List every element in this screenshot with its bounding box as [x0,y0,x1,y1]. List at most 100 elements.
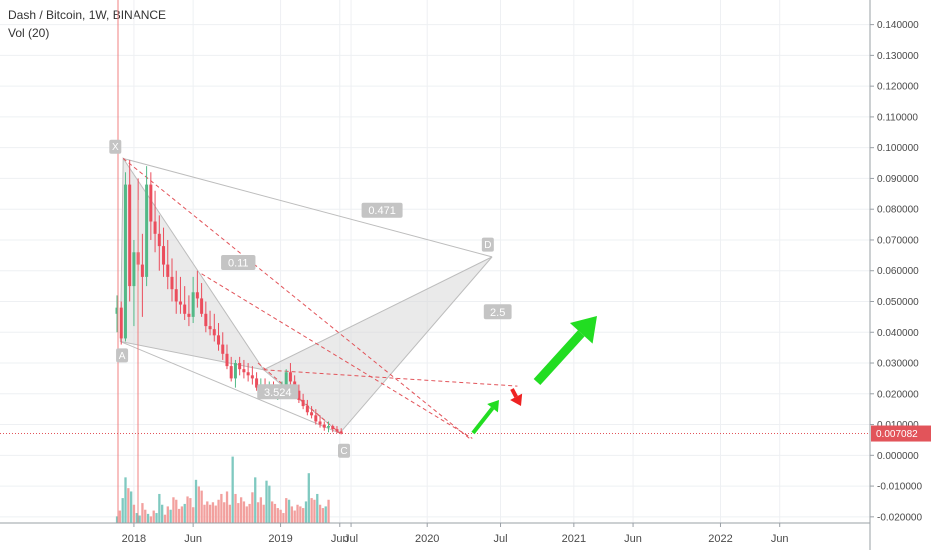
volume-bar [259,497,263,523]
x-tick-label: Jul [344,533,358,545]
arrow-up-small [471,400,499,435]
volume-bar [290,506,294,523]
volume-bar [231,456,234,523]
candle-body [318,421,322,425]
volume-bar [268,485,271,523]
volume-bar [163,514,167,523]
volume-bar [313,499,316,523]
volume-bar [189,498,192,523]
volume-bar [245,506,248,523]
volume-bar [194,479,198,523]
candle-body [212,329,216,336]
candle-body [225,353,229,367]
candle-body [217,335,221,345]
candle-body [145,184,149,277]
arrow-down-small-shaft [510,388,518,398]
ratio-label-bg [257,384,299,400]
volume-bar [138,515,141,523]
arrow-down-small [510,388,523,406]
x-tick-label: Jun [624,533,642,545]
candle-body [157,233,161,247]
y-tick-label: 0.110000 [877,112,918,123]
volume-bar [124,477,127,523]
dashed-trendline [257,362,341,434]
volume-bar [217,499,220,523]
harmonic-pattern [119,156,493,434]
volume-bar [130,491,133,523]
candle-body [288,372,292,382]
candle-body [132,252,136,287]
volume-bar [324,506,327,523]
y-tick-label: 0.090000 [877,174,919,185]
volume-bar [172,497,175,523]
candle-body [123,184,127,339]
ratio-label-bg [361,202,403,218]
last-price-badge [871,425,931,442]
candle-body [327,426,330,428]
x-tick-label: 2020 [415,533,439,545]
candle-body [200,298,204,314]
volume-bar [121,498,124,523]
volume-bar [127,488,130,523]
ratio-label-bg [483,304,512,320]
point-label-bg [109,139,122,154]
pattern-xab-triangle [119,156,265,371]
y-tick-label: 0.100000 [877,143,919,154]
volume-bar [287,499,291,523]
volume-bar [321,508,325,523]
volume-bar [242,501,246,523]
ratio-label: 0.471 [368,205,396,217]
y-tick-label: 0.000000 [877,451,919,462]
volume-bar [223,502,226,523]
candle-body [310,412,314,416]
y-tick-label: 0.140000 [877,20,919,31]
x-tick-label: 2021 [562,533,586,545]
volume-bar [237,503,240,523]
volume-bar [271,501,274,523]
y-tick-label: 0.040000 [877,328,919,339]
candle-body [170,276,174,290]
volume-bar [155,513,158,523]
volume-bar [285,498,288,523]
x-tick-label: 2019 [268,533,292,545]
arrow-up-small-head [487,400,499,413]
candle-body [314,415,318,422]
point-label-d: D [484,240,491,251]
candle-body [140,264,144,277]
y-tick-label: 0.080000 [877,205,919,216]
point-label-c: C [340,446,347,457]
candle-body [178,301,182,305]
volume-bar [256,502,260,523]
candle-body [335,429,339,432]
candle-body [174,289,178,302]
volume-bar [248,503,251,523]
volume-bar [262,504,265,523]
volume-bar [254,477,257,523]
volume-bar [169,509,172,523]
volume-bar [197,486,200,523]
volume-bar [220,493,223,523]
dashed-trendline [263,369,518,387]
candle-body [128,184,132,287]
candle-body [339,431,343,434]
candle-body [322,424,326,428]
volume-indicator-label: Vol (20) [8,26,50,40]
candle-body [191,292,195,317]
volume-bar [115,516,119,523]
volume-bar [279,509,282,523]
candle-body [229,366,233,379]
candle-body [115,307,119,314]
volume-bar [152,510,155,523]
volume-bar [228,504,231,523]
volume-bar [225,491,229,523]
volume-bar [118,510,122,523]
candle-body [233,363,237,379]
candle-body [208,326,212,330]
candle-body [183,304,187,314]
candle-body [221,344,225,354]
candle-body [119,307,123,339]
candle-body [204,313,208,327]
candle-body [250,375,254,379]
